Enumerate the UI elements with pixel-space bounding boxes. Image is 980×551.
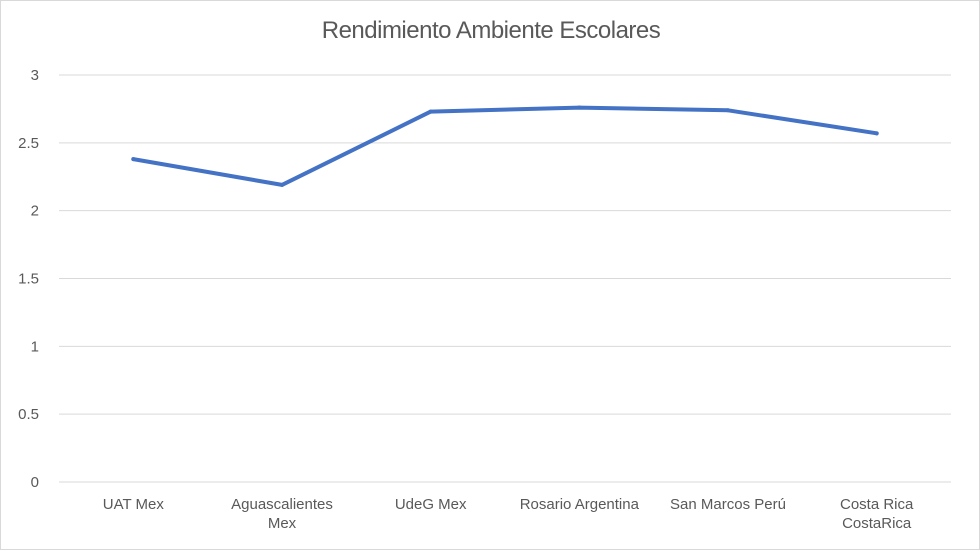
- x-category-label-line: Rosario Argentina: [520, 496, 640, 513]
- x-category-label: San Marcos Perú: [670, 496, 786, 513]
- y-tick-label: 3: [31, 67, 39, 84]
- series-line: [131, 105, 879, 187]
- series-group: [131, 105, 879, 187]
- x-category-label: Costa Rica CostaRica: [840, 496, 914, 532]
- y-tick-label: 0: [31, 474, 39, 491]
- x-category-label: UAT Mex: [103, 496, 165, 513]
- data-point: [131, 157, 136, 162]
- y-axis-ticks: 0 0.5 1 1.5 2 2.5 3: [18, 67, 39, 491]
- y-tick-label: 1: [31, 338, 39, 355]
- x-category-label-line: San Marcos Perú: [670, 496, 786, 513]
- y-tick-label: 0.5: [18, 406, 39, 423]
- x-category-label-line: Mex: [268, 515, 297, 532]
- gridlines: [59, 74, 951, 483]
- x-category-label: UdeG Mex: [395, 496, 467, 513]
- x-axis-categories: UAT Mex Aguascalientes Mex UdeG Mex Rosario …: [103, 496, 914, 532]
- x-category-label: Aguascalientes Mex: [231, 496, 333, 532]
- y-tick-label: 2: [31, 203, 39, 220]
- x-category-label-line: CostaRica: [842, 515, 912, 532]
- x-category-label-line: Costa Rica: [840, 496, 914, 513]
- data-point: [577, 105, 582, 110]
- chart-title: Rendimiento Ambiente Escolares: [321, 17, 661, 44]
- x-category-label-line: Aguascalientes: [231, 496, 333, 513]
- data-point: [874, 131, 879, 136]
- x-category-label-line: UdeG Mex: [395, 496, 467, 513]
- data-point: [280, 182, 284, 187]
- x-category-label: Rosario Argentina: [520, 496, 640, 513]
- y-tick-label: 1.5: [18, 271, 39, 288]
- data-point: [726, 108, 730, 113]
- x-category-label-line: UAT Mex: [103, 496, 165, 513]
- y-tick-label: 2.5: [18, 135, 39, 152]
- data-point: [428, 109, 433, 114]
